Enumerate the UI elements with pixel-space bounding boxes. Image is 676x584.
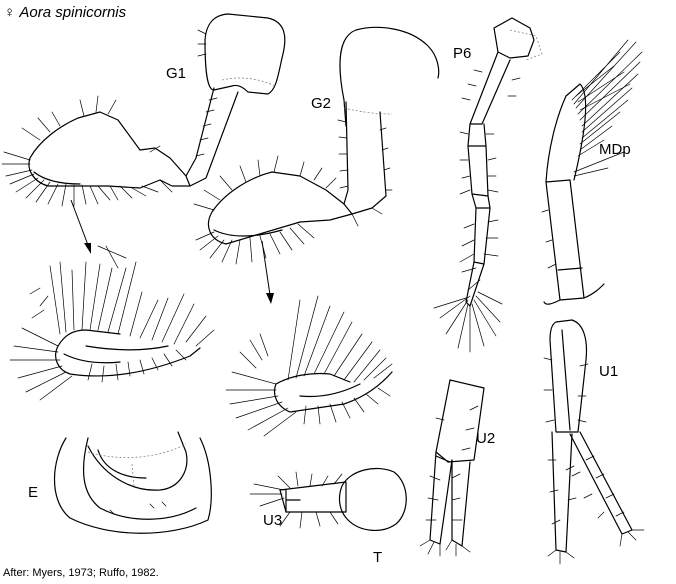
label-u3: U3 [263,512,283,529]
g2-detail-arrow [261,240,274,304]
mandibular-palp-drawing [541,39,643,305]
gnathopod-2-drawing [193,26,440,265]
label-u1: U1 [599,363,619,380]
pereopod-6-drawing [433,17,543,353]
label-g2: G2 [311,95,332,112]
label-u2: U2 [476,430,496,447]
label-mdp: MDp [599,141,631,158]
g1-detail-arrow [70,199,91,254]
label-t: T [373,549,383,566]
figure-credit: After: Myers, 1973; Ruffo, 1982. [3,567,159,579]
uropod-3-telson-drawing [249,467,407,531]
label-e: E [28,484,39,501]
figure-title: ♀ Aora spinicornis [4,5,126,20]
species-name: Aora spinicornis [19,4,127,21]
label-p6: P6 [453,45,472,62]
uropod-1-drawing [543,319,645,565]
g1-palm-detail [9,245,215,401]
epistome-drawing [53,431,212,534]
label-g1: G1 [166,65,187,82]
gnathopod-1-drawing [1,13,286,207]
uropod-2-drawing [419,379,485,557]
female-symbol: ♀ [4,4,16,21]
g2-palm-detail [225,295,393,437]
